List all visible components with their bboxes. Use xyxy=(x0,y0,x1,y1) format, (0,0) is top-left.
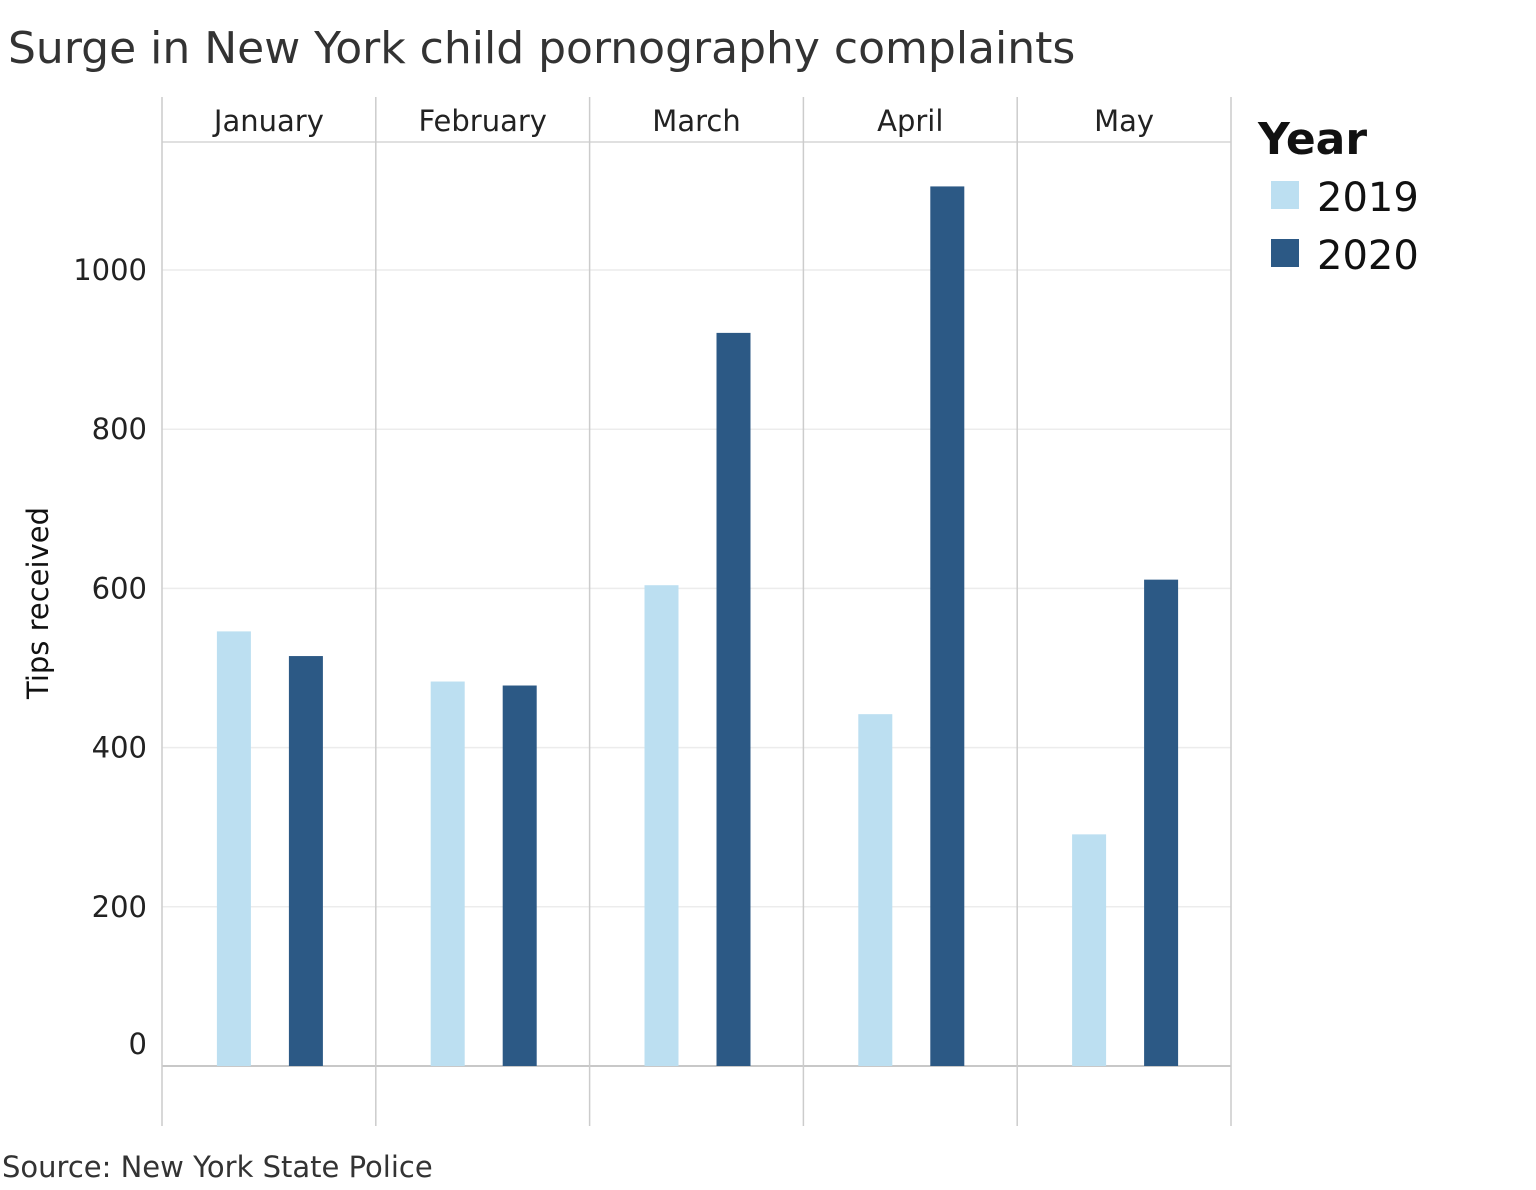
month-label: March xyxy=(652,104,740,138)
month-label: February xyxy=(418,104,547,138)
month-label: May xyxy=(1094,104,1154,138)
bar-2019-february xyxy=(430,681,465,1066)
y-tick-label: 1000 xyxy=(73,253,147,287)
y-tick-label: 0 xyxy=(129,1027,147,1061)
bar-2020-january xyxy=(288,656,323,1066)
source-note: Source: New York State Police xyxy=(2,1150,433,1184)
bar-2020-april xyxy=(930,186,965,1067)
bar-2019-may xyxy=(1072,834,1107,1066)
y-tick-label: 200 xyxy=(92,890,147,924)
bar-2020-march xyxy=(716,332,751,1066)
y-tick-label: 400 xyxy=(92,731,147,765)
legend-label-2020: 2020 xyxy=(1317,233,1419,279)
bar-2020-may xyxy=(1144,579,1179,1066)
legend-label-2019: 2019 xyxy=(1317,175,1419,221)
y-tick-label: 600 xyxy=(92,571,147,605)
month-headers: January February March April May xyxy=(212,104,1154,138)
bar-2019-april xyxy=(858,714,893,1066)
bar-2019-march xyxy=(644,585,679,1066)
panel-dividers xyxy=(161,97,1232,1126)
y-axis-label: Tips received xyxy=(21,507,55,700)
bars xyxy=(216,186,1179,1067)
chart-title: Surge in New York child pornography comp… xyxy=(8,23,1075,74)
bar-2019-january xyxy=(216,631,251,1066)
legend-swatch-2020 xyxy=(1271,239,1299,267)
legend-title: Year xyxy=(1257,114,1367,165)
y-axis-ticks: 0 200 400 600 800 1000 xyxy=(73,253,147,1061)
y-tick-label: 800 xyxy=(92,412,147,446)
month-label: April xyxy=(877,104,943,138)
legend-swatch-2019 xyxy=(1271,181,1299,209)
legend: Year 2019 2020 xyxy=(1257,114,1419,279)
bar-2020-february xyxy=(502,685,537,1066)
gridlines xyxy=(162,269,1231,908)
month-label: January xyxy=(212,104,324,138)
